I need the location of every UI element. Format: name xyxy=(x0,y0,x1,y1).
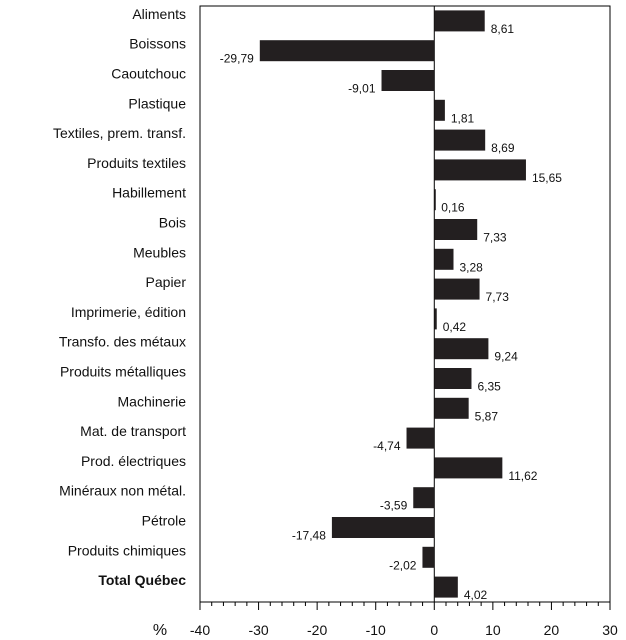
value-label: -2,02 xyxy=(389,558,417,572)
bar xyxy=(434,248,454,270)
x-tick-label: -20 xyxy=(307,622,327,638)
bar xyxy=(331,517,435,538)
value-label: 8,61 xyxy=(491,22,515,36)
value-label: 4,02 xyxy=(464,588,488,602)
category-label: Textiles, prem. transf. xyxy=(53,125,186,141)
bar xyxy=(434,99,445,121)
x-tick-label: -30 xyxy=(248,622,268,638)
bar xyxy=(434,278,480,300)
bar xyxy=(422,546,435,568)
value-label: 3,28 xyxy=(459,260,483,274)
value-label: 11,62 xyxy=(508,469,537,483)
x-tick-label: 20 xyxy=(544,622,560,638)
x-tick-label: -40 xyxy=(190,622,210,638)
x-tick-label: 30 xyxy=(602,622,618,638)
x-axis: -40 -30 -20 -10 0 10 20 30 xyxy=(190,602,618,638)
value-label: 7,33 xyxy=(483,231,507,245)
category-label: Caoutchouc xyxy=(111,66,186,82)
bar xyxy=(381,70,435,91)
bar xyxy=(434,457,503,479)
category-label: Bois xyxy=(159,215,186,231)
category-label: Imprimerie, édition xyxy=(71,304,186,320)
category-labels: Aliments Boissons Caoutchouc Plastique Texti… xyxy=(53,6,186,588)
category-label: Habillement xyxy=(112,185,186,201)
category-label: Papier xyxy=(146,274,187,290)
category-label: Total Québec xyxy=(98,572,186,588)
value-label: 0,42 xyxy=(443,320,467,334)
bar xyxy=(434,368,472,389)
category-label: Pétrole xyxy=(142,513,187,529)
category-label: Plastique xyxy=(128,95,186,111)
category-label: Minéraux non métal. xyxy=(59,483,186,499)
bar xyxy=(434,129,486,151)
category-label: Meubles xyxy=(133,244,186,260)
value-label: 6,35 xyxy=(477,380,501,394)
category-label: Boissons xyxy=(129,36,186,52)
bar xyxy=(434,159,526,181)
value-label: -29,79 xyxy=(220,52,254,66)
bar xyxy=(434,219,478,240)
x-tick-label: -10 xyxy=(366,622,386,638)
plot-border xyxy=(199,5,611,603)
category-label: Produits métalliques xyxy=(60,364,186,380)
value-label: -17,48 xyxy=(292,529,326,543)
category-label: Mat. de transport xyxy=(80,423,186,439)
value-label: -4,74 xyxy=(373,439,401,453)
value-label: -9,01 xyxy=(348,82,376,96)
category-label: Prod. électriques xyxy=(81,453,186,469)
x-axis-unit-label: % xyxy=(153,622,167,639)
category-label: Transfo. des métaux xyxy=(59,334,186,350)
bar xyxy=(259,40,435,62)
value-label: 8,69 xyxy=(491,141,515,155)
category-label: Produits chimiques xyxy=(68,542,186,558)
category-label: Aliments xyxy=(132,6,186,22)
bar xyxy=(434,189,436,211)
value-label: -3,59 xyxy=(380,499,408,513)
bar xyxy=(406,427,435,449)
bar xyxy=(434,308,437,330)
x-tick-label: 0 xyxy=(430,622,438,638)
bars xyxy=(259,10,526,598)
bar xyxy=(434,338,489,360)
value-labels: 8,61 -29,79 -9,01 1,81 8,69 15,65 0,16 7,33 3,28… xyxy=(220,22,563,602)
value-label: 7,73 xyxy=(486,290,510,304)
value-label: 0,16 xyxy=(441,201,465,215)
bar xyxy=(434,10,485,32)
bar xyxy=(413,487,435,509)
bar xyxy=(434,576,458,598)
value-label: 15,65 xyxy=(532,171,562,185)
value-label: 5,87 xyxy=(475,409,499,423)
category-label: Produits textiles xyxy=(87,155,186,171)
bar xyxy=(434,397,469,419)
category-label: Machinerie xyxy=(118,393,187,409)
x-tick-label: 10 xyxy=(485,622,501,638)
value-label: 1,81 xyxy=(451,111,475,125)
value-label: 9,24 xyxy=(494,350,518,364)
